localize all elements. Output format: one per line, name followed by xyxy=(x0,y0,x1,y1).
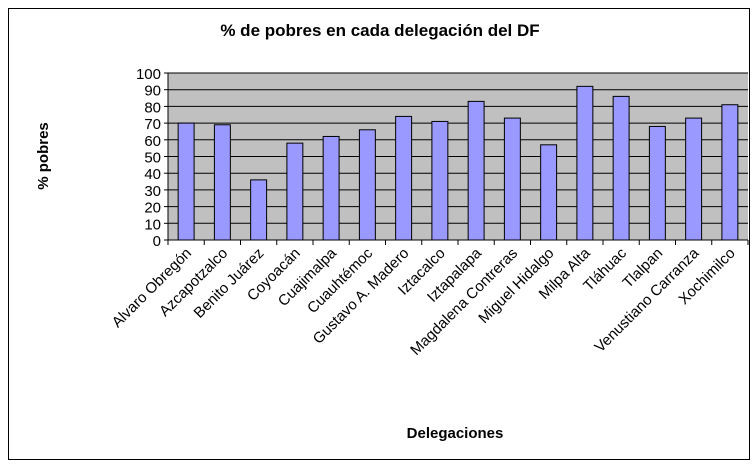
bar xyxy=(177,122,195,241)
y-tick-label: 100 xyxy=(136,66,161,83)
y-tick-label: 90 xyxy=(144,83,161,100)
bar xyxy=(250,179,268,241)
bar xyxy=(358,129,376,241)
bar xyxy=(721,104,739,241)
bar xyxy=(213,124,231,241)
bar xyxy=(431,120,449,241)
y-tick-label: 10 xyxy=(144,216,161,233)
y-tick-label: 50 xyxy=(144,150,161,167)
y-tick-label: 20 xyxy=(144,200,161,217)
chart-title: % de pobres en cada delegación del DF xyxy=(220,21,539,40)
bar xyxy=(395,115,413,241)
bar xyxy=(685,117,703,241)
bar xyxy=(576,85,594,241)
x-axis-title: Delegaciones xyxy=(407,425,504,442)
y-axis-title: % pobres xyxy=(35,122,52,190)
bar xyxy=(467,100,485,241)
bar xyxy=(612,95,630,241)
y-tick-label: 40 xyxy=(144,166,161,183)
bar xyxy=(648,125,666,241)
bar xyxy=(286,142,304,241)
y-tick-label: 80 xyxy=(144,99,161,116)
y-tick-label: 60 xyxy=(144,133,161,150)
bar xyxy=(322,135,340,241)
bar xyxy=(503,117,521,241)
y-tick-label: 0 xyxy=(153,233,161,250)
y-tick-label: 30 xyxy=(144,183,161,200)
y-tick-label: 70 xyxy=(144,116,161,133)
bar xyxy=(540,144,558,241)
